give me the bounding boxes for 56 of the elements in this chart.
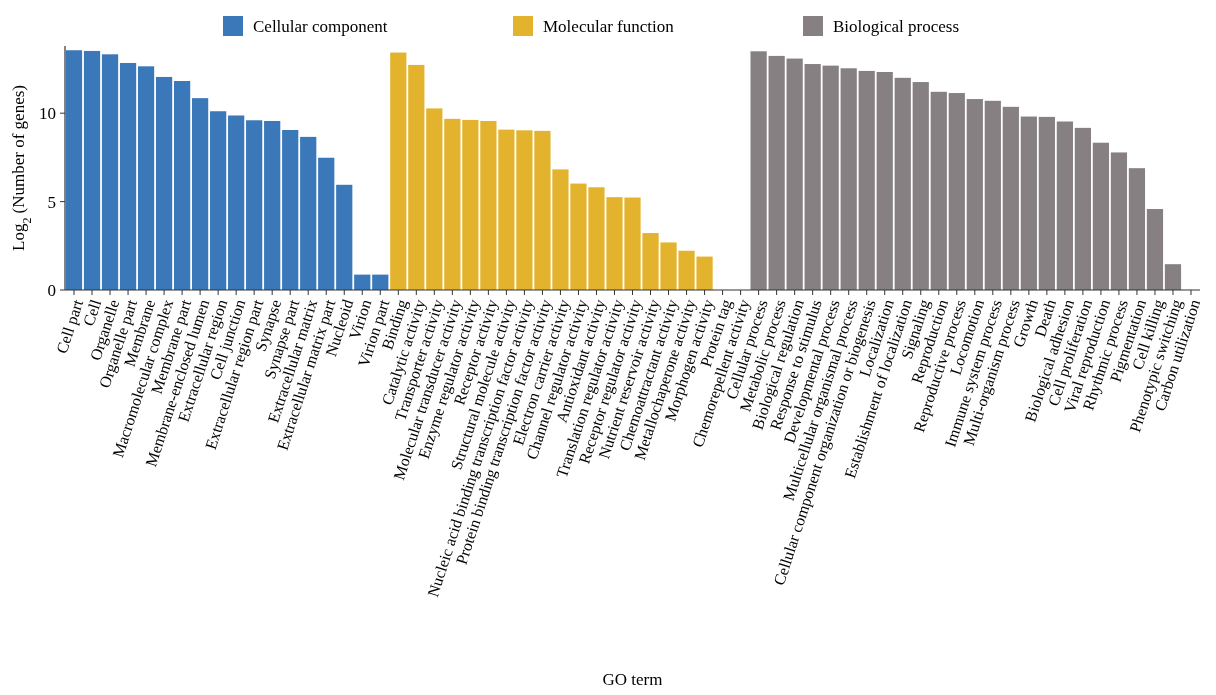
bar [786, 58, 803, 290]
bar [137, 66, 155, 290]
bar [822, 65, 839, 290]
bar [1164, 264, 1182, 290]
bar [408, 64, 425, 290]
legend-label: Biological process [833, 16, 960, 36]
bar [65, 50, 83, 290]
bar [750, 51, 767, 290]
bar [840, 68, 857, 290]
bar [1146, 209, 1164, 290]
legend-label: Molecular function [543, 16, 675, 36]
x-axis-title: GO term [602, 670, 663, 689]
bar [1074, 127, 1091, 290]
bar [1092, 142, 1110, 290]
bar [83, 50, 101, 290]
bar [768, 55, 785, 290]
bar [119, 62, 137, 290]
bar [426, 108, 443, 290]
bar [336, 184, 353, 290]
bar [804, 64, 821, 290]
bar [1002, 106, 1019, 290]
bar [372, 274, 389, 290]
bar [966, 99, 983, 290]
bar [912, 82, 929, 290]
bar [174, 81, 191, 290]
bar [192, 98, 209, 290]
bar [300, 136, 317, 290]
bar [984, 100, 1001, 290]
bar [390, 52, 407, 290]
y-tick-label: 5 [47, 192, 56, 212]
bar [101, 54, 119, 290]
bar [1038, 116, 1055, 290]
y-tick-label: 0 [47, 280, 56, 300]
bar [858, 70, 875, 290]
bar [894, 77, 911, 290]
bar [354, 274, 371, 290]
bar [264, 120, 281, 290]
bar [246, 120, 263, 290]
bar [930, 91, 947, 290]
bar [282, 129, 299, 290]
bar [876, 71, 893, 290]
bar [228, 115, 245, 290]
bar [318, 157, 335, 290]
bar [480, 120, 497, 290]
bar [210, 111, 227, 290]
bar [444, 118, 461, 290]
bar [1110, 152, 1128, 290]
bar [498, 129, 515, 290]
bar [948, 93, 965, 290]
y-tick-label: 10 [39, 104, 56, 124]
bar [155, 76, 173, 290]
bar [462, 119, 479, 290]
bar [1128, 168, 1146, 290]
bar [1056, 121, 1073, 290]
bar [1020, 116, 1037, 290]
legend-label: Cellular component [253, 16, 388, 36]
